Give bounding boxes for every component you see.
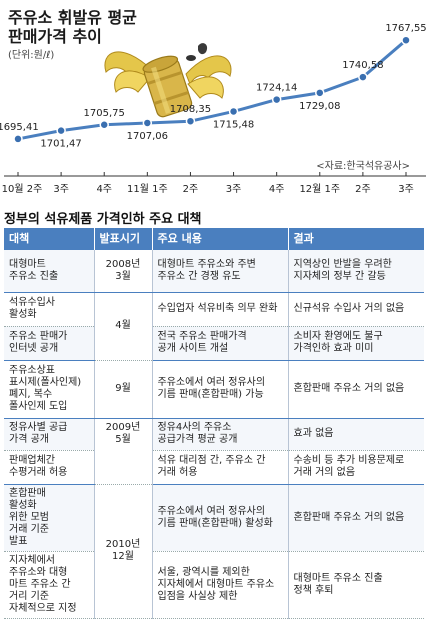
measure-cell: 판매업체간 수평거래 허용	[4, 450, 95, 485]
x-tick-label: 4주	[269, 184, 285, 195]
series-line	[17, 39, 407, 141]
data-point	[401, 35, 411, 45]
table-row: 지자체에서 주유소와 대형 마트 주유소 간 거리 기준 자체적으로 지정 서울…	[4, 551, 424, 619]
data-point	[315, 88, 325, 98]
line-chart-svg: 1695,41 10월 2주 1701,47 3주 1705,75 4주 1707,06 11…	[0, 23, 427, 195]
header-result: 결과	[288, 228, 424, 250]
data-label: 1695,41	[0, 122, 39, 133]
data-label: 1701,47	[40, 139, 81, 150]
content-cell: 수입업자 석유비축 의무 완화	[152, 292, 289, 327]
result-cell: 지역상인 반발을 우려한 지자체의 정부 간 갈등	[288, 250, 424, 293]
x-tick-label: 3주	[226, 184, 242, 195]
content-cell: 서울, 광역시를 제외한 지자체에서 대형마트 주유소 입점을 사실상 제한	[152, 551, 289, 619]
period-cell: 2010년 12월	[94, 484, 153, 619]
x-tick-label: 3주	[53, 184, 69, 195]
measure-cell: 석유수입사 활성화	[4, 292, 95, 327]
x-tick-label: 11월 1주	[127, 183, 168, 195]
content-cell: 주유소에서 여러 정유사의 기름 판매(혼합판매) 가능	[152, 360, 289, 419]
data-label: 1729,08	[299, 101, 340, 112]
result-cell: 수송비 등 추가 비용문제로 거래 거의 없음	[288, 450, 424, 485]
content-cell: 주유소에서 여러 정유사의 기름 판매(혼합판매) 활성화	[152, 484, 289, 552]
data-point	[13, 134, 23, 144]
header-period: 발표시기	[94, 228, 153, 250]
header-content: 주요 내용	[152, 228, 289, 250]
policy-table: 대책 발표시기 주요 내용 결과 대형마트 주유소 진출 2008년 3월 대형…	[4, 228, 424, 619]
result-cell: 소비자 환영에도 불구 가격인하 효과 미미	[288, 326, 424, 361]
x-tick-label: 4주	[96, 184, 112, 195]
data-point	[99, 120, 109, 130]
table-row: 주유소상표 표시제(폴사인제) 폐지, 복수 폴사인제 도입 9월 주유소에서 …	[4, 360, 424, 419]
data-label: 1705,75	[84, 108, 125, 119]
header-measure: 대책	[4, 228, 95, 250]
data-point	[228, 106, 239, 117]
data-label: 1708,35	[170, 104, 211, 115]
measure-cell: 혼합판매 활성화 위한 모범 거래 기준 발표	[4, 484, 95, 552]
period-cell: 2009년 5월	[94, 418, 153, 485]
flying-oil-barrel-illustration	[104, 43, 232, 118]
content-cell: 대형마트 주유소와 주변 주유소 간 경쟁 유도	[152, 250, 289, 293]
measure-cell: 주유소 판매가 인터넷 공개	[4, 326, 95, 361]
table-header-row: 대책 발표시기 주요 내용 결과	[4, 228, 424, 250]
data-label: 1707,06	[127, 131, 168, 142]
table-row: 대형마트 주유소 진출 2008년 3월 대형마트 주유소와 주변 주유소 간 …	[4, 250, 424, 293]
chart-title: 주유소 휘발유 평균 판매가격 추이	[8, 8, 137, 46]
result-cell: 효과 없음	[288, 418, 424, 451]
result-cell: 신규석유 수입사 거의 없음	[288, 292, 424, 327]
table-row: 석유수입사 활성화 4월 수입업자 석유비축 의무 완화 신규석유 수입사 거의…	[4, 292, 424, 361]
x-tick-label: 3주	[398, 184, 414, 195]
period-cell: 9월	[94, 360, 153, 419]
table-row: 판매업체간 수평거래 허용 석유 대리점 간, 주유소 간 거래 허용 수송비 …	[4, 450, 424, 485]
data-point	[271, 94, 282, 105]
result-cell: 혼합판매 주유소 거의 없음	[288, 360, 424, 419]
result-cell: 혼합판매 주유소 거의 없음	[288, 484, 424, 552]
measure-cell: 지자체에서 주유소와 대형 마트 주유소 간 거리 기준 자체적으로 지정	[4, 551, 95, 619]
data-label: 1767,55	[385, 23, 426, 34]
period-cell: 2008년 3월	[94, 250, 153, 293]
data-label: 1724,14	[256, 83, 297, 94]
content-cell: 전국 주유소 판매가격 공개 사이트 개설	[152, 326, 289, 361]
table-row: 주유소 판매가 인터넷 공개 전국 주유소 판매가격 공개 사이트 개설 소비자…	[4, 326, 424, 361]
data-point	[142, 118, 153, 128]
content-cell: 석유 대리점 간, 주유소 간 거래 허용	[152, 450, 289, 485]
result-cell: 대형마트 주유소 진출 정책 후퇴	[288, 551, 424, 619]
x-tick-label: 2주	[355, 184, 371, 195]
data-label: 1740,58	[342, 60, 383, 71]
period-cell: 4월	[94, 292, 153, 361]
price-trend-chart: 1695,41 10월 2주 1701,47 3주 1705,75 4주 1707,06 11…	[0, 0, 430, 205]
data-point	[358, 72, 368, 82]
table-title: 정부의 석유제품 가격인하 주요 대책	[4, 212, 202, 227]
table-row: 혼합판매 활성화 위한 모범 거래 기준 발표 2010년 12월 주유소에서 …	[4, 484, 424, 619]
table-row: 정유사별 공급 가격 공개 2009년 5월 정유4사의 주유소 공급가격 평균…	[4, 418, 424, 485]
measure-cell: 대형마트 주유소 진출	[4, 250, 95, 293]
chart-unit-label: (단위:원/ℓ)	[8, 50, 55, 61]
content-cell: 정유4사의 주유소 공급가격 평균 공개	[152, 418, 289, 451]
chart-source-label: <자료:한국석유공사>	[316, 161, 410, 172]
measure-cell: 정유사별 공급 가격 공개	[4, 418, 95, 451]
data-point	[56, 125, 66, 136]
data-point	[185, 116, 196, 126]
measure-cell: 주유소상표 표시제(폴사인제) 폐지, 복수 폴사인제 도입	[4, 360, 95, 419]
x-tick-label: 2주	[183, 184, 199, 195]
x-tick-label: 10월 2주	[2, 183, 43, 195]
data-label: 1715,48	[213, 119, 254, 130]
x-tick-label: 12월 1주	[299, 183, 340, 195]
